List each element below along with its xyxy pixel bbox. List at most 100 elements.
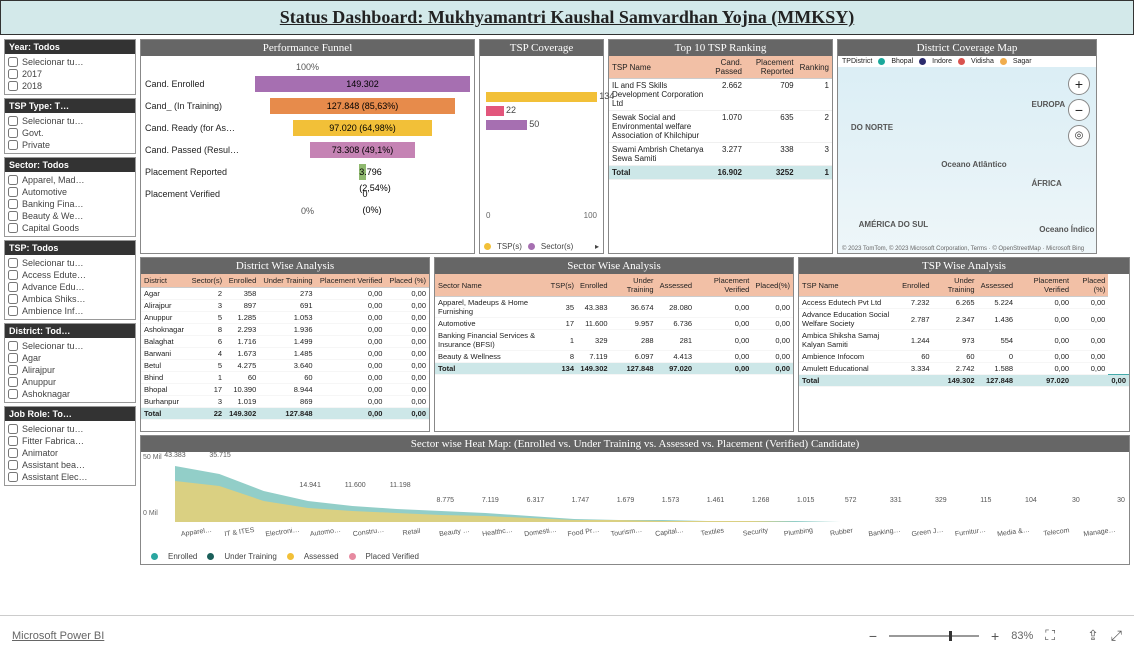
checkbox[interactable] (8, 472, 18, 482)
fullscreen-icon[interactable]: ⤢ (1111, 627, 1122, 644)
col-header[interactable]: Placed(%) (752, 274, 793, 297)
slicer-item[interactable]: Assistant bea… (8, 459, 132, 471)
slicer-item[interactable]: Alirajpur (8, 364, 132, 376)
table-row[interactable]: Burhanpur31.0198690,000,00 (141, 396, 429, 408)
table-row[interactable]: Balaghat61.7161.4990,000,00 (141, 336, 429, 348)
table-row[interactable]: Ashoknagar82.2931.9360,000,00 (141, 324, 429, 336)
coverage-bar[interactable] (486, 92, 597, 102)
checkbox[interactable] (8, 436, 18, 446)
slicer-header[interactable]: Job Role: To… (5, 407, 135, 421)
checkbox[interactable] (8, 69, 18, 79)
slicer-item[interactable]: Assistant Elec… (8, 471, 132, 483)
col-header[interactable]: TSP Name (609, 56, 707, 79)
funnel-bar[interactable]: 3.796 (2,54%) (359, 164, 365, 180)
table-row[interactable]: Apparel, Madeups & Home Furnishing3543.3… (435, 297, 793, 318)
col-header[interactable]: Assessed (657, 274, 696, 297)
powerbi-brand-link[interactable]: Microsoft Power BI (12, 630, 104, 642)
col-header[interactable]: Enrolled (899, 274, 933, 297)
checkbox[interactable] (8, 140, 18, 150)
col-header[interactable]: Sector(s) (188, 274, 225, 288)
chevron-right-icon[interactable]: ▸ (595, 242, 599, 251)
checkbox[interactable] (8, 353, 18, 363)
table-row[interactable]: Agar23582730,000,00 (141, 288, 429, 300)
slicer-item[interactable]: Ambica Shiks… (8, 293, 132, 305)
slicer-item[interactable]: Govt. (8, 127, 132, 139)
slicer-item[interactable]: Advance Edu… (8, 281, 132, 293)
funnel-bar[interactable]: 97.020 (64,98%) (293, 120, 433, 136)
slicer-header[interactable]: District: Tod… (5, 324, 135, 338)
slicer-item[interactable]: Banking Fina… (8, 198, 132, 210)
checkbox[interactable] (8, 377, 18, 387)
slicer-header[interactable]: Sector: Todos (5, 158, 135, 172)
col-header[interactable]: Under Training (611, 274, 657, 297)
col-header[interactable]: Under Training (933, 274, 978, 297)
checkbox[interactable] (8, 128, 18, 138)
table-row[interactable]: Banking Financial Services & Insurance (… (435, 330, 793, 351)
checkbox[interactable] (8, 116, 18, 126)
table-row[interactable]: Access Edutech Pvt Ltd7.2326.2655.2240,0… (799, 297, 1129, 309)
map-zoom-out-button[interactable]: − (1068, 99, 1090, 121)
table-row[interactable]: Ambica Shiksha Samaj Kalyan Samiti1.2449… (799, 330, 1129, 351)
map-zoom-in-button[interactable]: + (1068, 73, 1090, 95)
slicer-item[interactable]: Selecionar tu… (8, 340, 132, 352)
table-row[interactable]: Alirajpur38976910,000,00 (141, 300, 429, 312)
zoom-in-icon[interactable]: + (991, 628, 999, 644)
checkbox[interactable] (8, 199, 18, 209)
table-row[interactable]: IL and FS Skills Development Corporation… (609, 79, 832, 111)
slicer-item[interactable]: Animator (8, 447, 132, 459)
col-header[interactable]: Cand. Passed (707, 56, 745, 79)
col-header[interactable]: Placement Verified (695, 274, 752, 297)
table-row[interactable]: Automotive1711.6009.9576.7360,000,00 (435, 318, 793, 330)
table-row[interactable]: Advance Education Social Welfare Society… (799, 309, 1129, 330)
funnel-bar[interactable]: 73.308 (49,1%) (310, 142, 415, 158)
col-header[interactable]: Under Training (259, 274, 315, 288)
zoom-out-icon[interactable]: − (869, 628, 877, 644)
slicer-item[interactable]: Beauty & We… (8, 210, 132, 222)
checkbox[interactable] (8, 306, 18, 316)
checkbox[interactable] (8, 365, 18, 375)
col-header[interactable]: Assessed (978, 274, 1017, 297)
checkbox[interactable] (8, 258, 18, 268)
table-row[interactable]: Betul54.2753.6400,000,00 (141, 360, 429, 372)
table-row[interactable]: Bhind160600,000,00 (141, 372, 429, 384)
slicer-item[interactable]: 2018 (8, 80, 132, 92)
col-header[interactable]: Enrolled (225, 274, 259, 288)
slicer-item[interactable]: Ashoknagar (8, 388, 132, 400)
checkbox[interactable] (8, 270, 18, 280)
slicer-item[interactable]: Fitter Fabrica… (8, 435, 132, 447)
checkbox[interactable] (8, 57, 18, 67)
slicer-item[interactable]: Anuppur (8, 376, 132, 388)
coverage-bar[interactable] (486, 106, 504, 116)
table-row[interactable]: Anuppur51.2851.0530,000,00 (141, 312, 429, 324)
funnel-bar[interactable]: 127.848 (85,63%) (270, 98, 455, 114)
slicer-item[interactable]: Selecionar tu… (8, 257, 132, 269)
funnel-bar[interactable]: 149.302 (255, 76, 470, 92)
col-header[interactable]: Sector Name (435, 274, 548, 297)
col-header[interactable]: District (141, 274, 188, 288)
col-header[interactable]: TSP Name (799, 274, 899, 297)
slicer-item[interactable]: Apparel, Mad… (8, 174, 132, 186)
table-row[interactable]: Ambience Infocom606000,000,00 (799, 351, 1129, 363)
checkbox[interactable] (8, 223, 18, 233)
table-row[interactable]: Swami Ambrish Chetanya Sewa Samiti3.2773… (609, 143, 832, 166)
slicer-item[interactable]: Ambience Inf… (8, 305, 132, 317)
col-header[interactable]: Placement Verified (1016, 274, 1072, 297)
col-header[interactable]: Ranking (797, 56, 832, 79)
checkbox[interactable] (8, 81, 18, 91)
table-row[interactable]: Amulett Educational3.3342.7421.5880,000,… (799, 363, 1129, 375)
slicer-item[interactable]: 2017 (8, 68, 132, 80)
slicer-item[interactable]: Selecionar tu… (8, 423, 132, 435)
table-row[interactable]: Sewak Social and Environmental welfare A… (609, 111, 832, 143)
map-locate-button[interactable]: ◎ (1068, 125, 1090, 147)
map-canvas[interactable]: + − ◎ DO NORTEEUROPAOceano AtlânticoÁFRI… (838, 67, 1096, 253)
slicer-item[interactable]: Private (8, 139, 132, 151)
coverage-bar[interactable] (486, 120, 527, 130)
slicer-item[interactable]: Automotive (8, 186, 132, 198)
table-row[interactable]: Bhopal1710.3908.9440,000,00 (141, 384, 429, 396)
zoom-slider[interactable] (889, 635, 979, 637)
checkbox[interactable] (8, 211, 18, 221)
checkbox[interactable] (8, 389, 18, 399)
checkbox[interactable] (8, 460, 18, 470)
checkbox[interactable] (8, 341, 18, 351)
slicer-item[interactable]: Capital Goods (8, 222, 132, 234)
